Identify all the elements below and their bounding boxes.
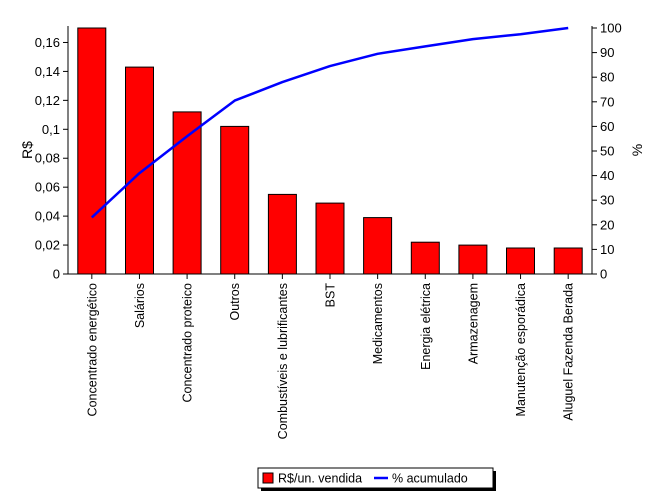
y2-tick-label: 40 [600,168,614,183]
y2-axis-title: % [629,144,645,156]
bar [458,244,488,275]
category-label: Manutenção esporádica [514,283,528,416]
category-label: Outros [228,283,242,321]
bar [125,66,154,275]
category-label: Energia elétrica [419,283,433,370]
category-label: Concentrado energético [85,283,99,416]
category-label: Armazenagem [466,283,480,364]
y2-tick-label: 50 [600,144,614,159]
category-label: Aluguel Fazenda Berada [562,283,576,421]
category-label: Salários [133,283,147,328]
bar [267,193,297,275]
y-tick-label: 0,02 [35,238,60,253]
category-label: Concentrado proteico [181,283,195,403]
axes: 0 0,02 0,04 0,06 0,08 0,1 0,12 0,14 0,16 0 10 20 30 4… [35,21,622,282]
y-tick-label: 0,04 [35,209,60,224]
y2-tick-label: 90 [600,45,614,60]
category-labels: Concentrado energético Salários Concentrad… [85,283,575,440]
y-tick-label: 0,06 [35,180,60,195]
y2-tick-label: 70 [600,94,614,109]
category-label: Medicamentos [371,283,385,364]
category-label: BST [324,283,338,308]
legend-bar-swatch [262,472,274,484]
bar [77,27,107,275]
cumulative-line [90,26,569,219]
y2-tick-label: 20 [600,217,614,232]
bar [506,247,535,275]
legend-line-label: % acumulado [392,472,468,486]
cumulative-line-series [90,26,569,219]
bar [172,111,202,275]
y2-tick-label: 0 [600,267,607,282]
y-tick-label: 0 [53,267,60,282]
bar [363,217,393,275]
y2-tick-label: 30 [600,193,614,208]
bar [553,247,583,275]
y2-tick-label: 80 [600,70,614,85]
category-label: Combustíveis e lubrificantes [276,283,290,439]
bar-series [77,27,583,275]
y-tick-label: 0,12 [35,93,60,108]
y-tick-label: 0,1 [42,122,60,137]
y2-tick-label: 100 [600,21,622,36]
bar [315,202,345,275]
y-tick-label: 0,08 [35,151,60,166]
y-tick-label: 0,16 [35,35,60,50]
bar [410,241,440,275]
bar [220,125,250,275]
legend: R$/un. vendida % acumulado [257,467,496,491]
y-axis-title: R$ [19,141,35,159]
y2-tick-label: 60 [600,119,614,134]
y2-tick-label: 10 [600,242,614,257]
y-tick-label: 0,14 [35,64,60,79]
legend-bar-label: R$/un. vendida [278,472,362,486]
